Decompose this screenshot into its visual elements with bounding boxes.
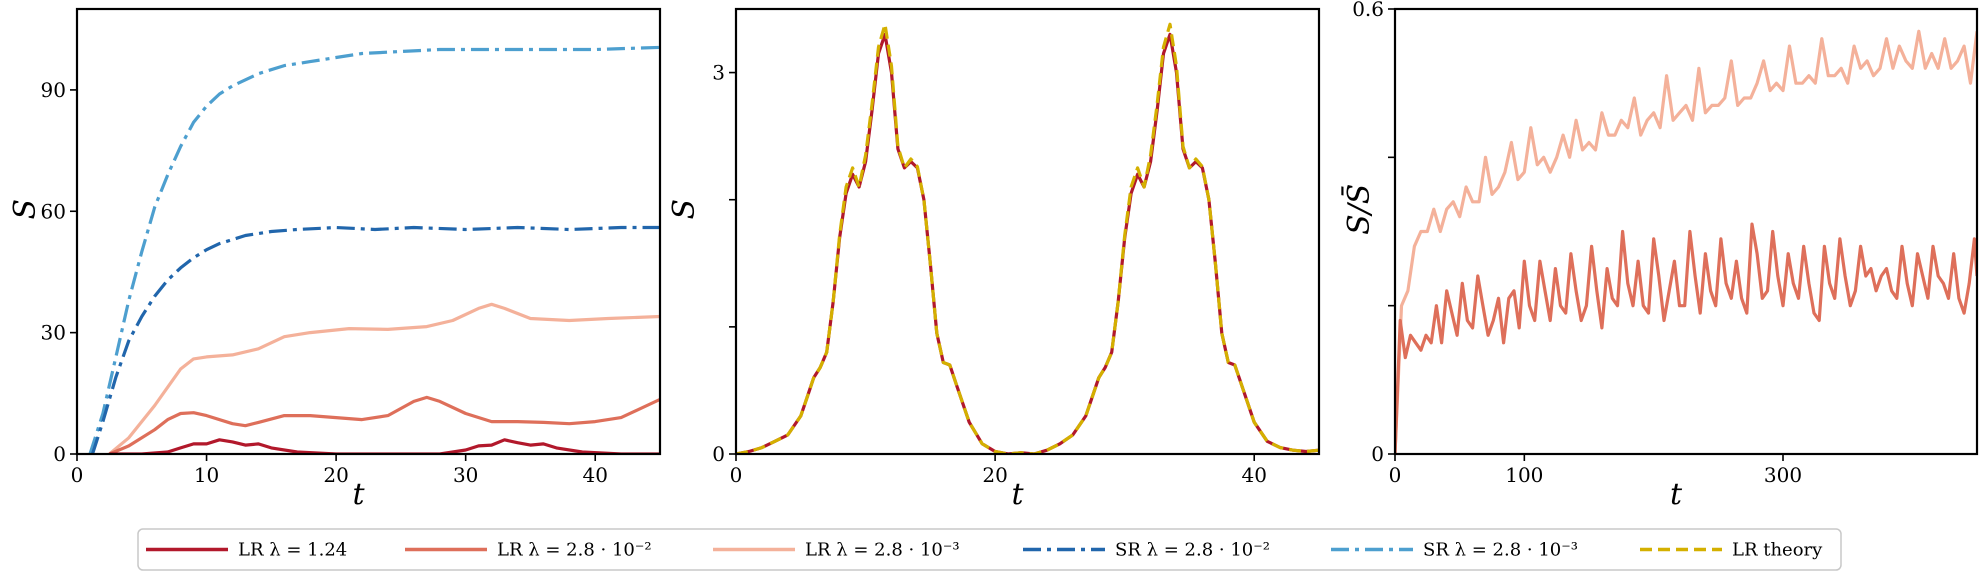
x-tick-label: 20 [323, 463, 348, 487]
y-tick-label: 0.6 [1352, 0, 1384, 21]
panel-left: 0 10 20 30 40 0 30 60 90 t S [8, 7, 662, 512]
y-tick-label: 0 [712, 442, 725, 466]
x-axis-label: t [1011, 477, 1024, 512]
legend-label: LR theory [1732, 540, 1823, 561]
axes-frame [734, 7, 1321, 456]
y-tick-label: 0 [1371, 442, 1384, 466]
legend-box [137, 528, 1842, 571]
x-axis-label: t [352, 477, 365, 512]
series-line-0 [1395, 29, 1977, 454]
x-tick-label: 30 [453, 463, 478, 487]
x-tick-label: 300 [1764, 463, 1802, 487]
series-line-1 [90, 225, 660, 454]
legend-label: LR λ = 1.24 [238, 540, 347, 561]
axes-frame [1393, 7, 1979, 456]
x-tick-label: 40 [582, 463, 607, 487]
series-line-4 [109, 438, 660, 454]
x-tick-label: 20 [982, 463, 1007, 487]
series-line-1 [736, 22, 1319, 454]
x-tick-label: 100 [1505, 463, 1543, 487]
series-line-1 [1395, 222, 1977, 454]
y-axis-label: S [667, 199, 702, 220]
x-tick-label: 0 [1389, 463, 1402, 487]
x-tick-label: 40 [1241, 463, 1266, 487]
series-group [88, 45, 660, 454]
y-tick-label: 90 [41, 78, 66, 102]
x-axis-label: t [1670, 477, 1683, 512]
y-tick-label: 3 [712, 61, 725, 85]
y-axis-label: S/S̄ [1341, 184, 1377, 235]
series-line-0 [736, 32, 1319, 454]
series-line-3 [108, 395, 660, 454]
y-tick-label: 30 [41, 321, 66, 345]
panel-middle: 0 20 40 0 3 t S [667, 7, 1321, 512]
panel-right: 0 100 300 0 0.6 t S/S̄ [1341, 0, 1979, 512]
y-axis-label: S [8, 199, 43, 220]
legend-label: SR λ = 2.8 · 10⁻² [1115, 540, 1270, 561]
axes-frame [75, 7, 662, 456]
x-tick-label: 0 [71, 463, 84, 487]
series-group [736, 22, 1319, 454]
legend-label: LR λ = 2.8 · 10⁻² [497, 540, 652, 561]
x-tick-label: 10 [194, 463, 219, 487]
legend-label: SR λ = 2.8 · 10⁻³ [1423, 540, 1578, 561]
series-group [1395, 29, 1977, 454]
y-tick-label: 60 [41, 199, 66, 223]
series-line-0 [88, 45, 660, 454]
x-tick-label: 0 [730, 463, 743, 487]
legend-label: LR λ = 2.8 · 10⁻³ [805, 540, 960, 561]
series-line-2 [108, 302, 660, 454]
y-tick-label: 0 [53, 442, 66, 466]
legend: LR λ = 1.24 LR λ = 2.8 · 10⁻² LR λ = 2.8 ·… [137, 528, 1842, 571]
